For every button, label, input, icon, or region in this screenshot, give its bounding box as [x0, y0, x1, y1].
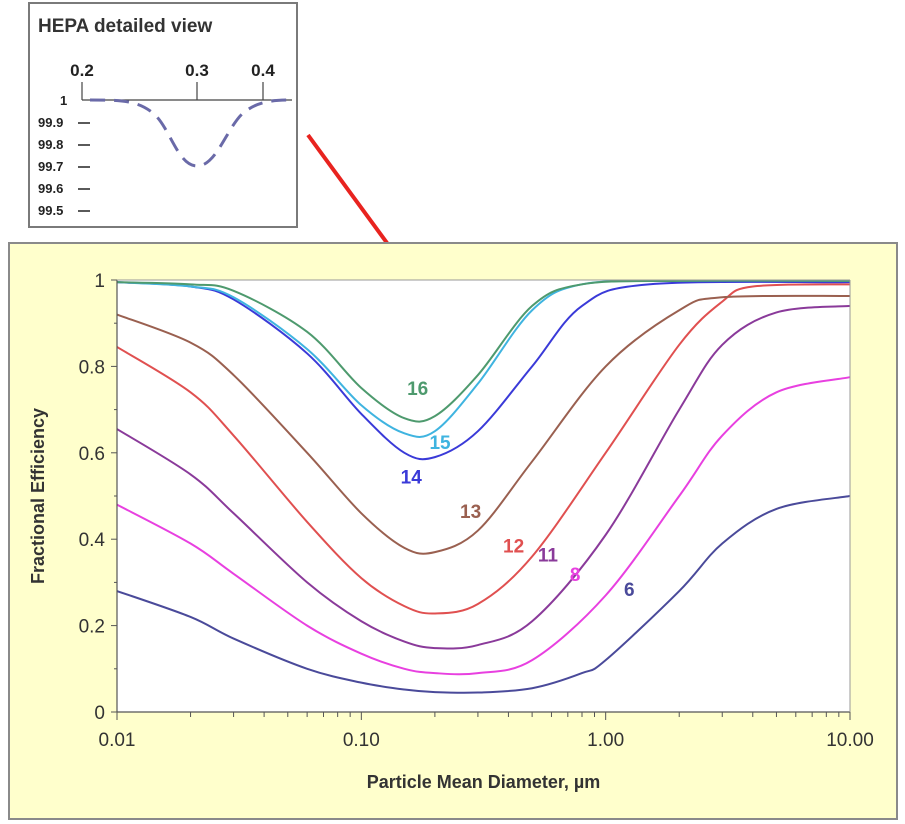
fractional-efficiency-chart: 0.01 0.10 1.00 10.00 0 0.2 0.4 0.6 0.8 1 16 15 14 13… — [28, 271, 874, 792]
series-label-11: 11 — [538, 545, 559, 566]
series-label-13: 13 — [460, 502, 481, 523]
series-line-14 — [116, 280, 851, 461]
inset-x-tick-label: 0.3 — [185, 61, 209, 80]
inset-hepa-curve — [89, 98, 293, 168]
series-line-12 — [116, 283, 851, 615]
series-line-16 — [116, 279, 851, 423]
inset-title: HEPA detailed view — [38, 16, 212, 37]
x-axis-label: Particle Mean Diameter, µm — [367, 772, 600, 792]
y-tick-label: 0.6 — [79, 444, 105, 465]
y-tick-label: 0.2 — [79, 617, 105, 638]
hepa-inset-panel: HEPA detailed view 0.2 0.3 0.4 1 99.9 99… — [28, 2, 298, 228]
y-axis-label: Fractional Efficiency — [28, 408, 48, 584]
inset-x-tick-label: 0.4 — [251, 61, 275, 80]
y-tick-label: 1 — [94, 271, 105, 292]
series-line-11 — [116, 304, 851, 650]
y-tick-label: 0.8 — [79, 357, 105, 378]
series-line-6 — [116, 495, 851, 694]
series-label-15: 15 — [429, 433, 451, 454]
axes: 0.01 0.10 1.00 10.00 0 0.2 0.4 0.6 0.8 1 — [79, 271, 874, 751]
inset-y-tick-label: 99.9 — [38, 115, 63, 130]
series-lines — [116, 279, 851, 694]
series-labels: 16 15 14 13 12 11 8 6 — [401, 379, 635, 601]
plot-area — [117, 280, 850, 712]
inset-y-tick-label: 1 — [60, 93, 67, 108]
x-tick-label: 10.00 — [826, 730, 874, 751]
inset-y-tick-label: 99.6 — [38, 181, 63, 196]
inset-y-tick-label: 99.5 — [38, 203, 63, 218]
x-tick-label: 0.01 — [99, 730, 136, 751]
series-label-16: 16 — [407, 379, 428, 400]
y-tick-label: 0.4 — [79, 530, 106, 551]
hepa-inset-chart: HEPA detailed view 0.2 0.3 0.4 1 99.9 99… — [38, 16, 293, 218]
inset-x-tick-label: 0.2 — [70, 61, 94, 80]
series-label-6: 6 — [624, 580, 635, 601]
main-chart-panel: 0.01 0.10 1.00 10.00 0 0.2 0.4 0.6 0.8 1 16 15 14 13… — [8, 242, 898, 820]
x-tick-label: 0.10 — [343, 730, 380, 751]
series-label-12: 12 — [503, 537, 524, 558]
series-line-13 — [116, 294, 851, 555]
x-tick-label: 1.00 — [587, 730, 624, 751]
inset-y-tick-label: 99.7 — [38, 159, 63, 174]
series-line-8 — [116, 376, 851, 676]
series-label-8: 8 — [570, 565, 581, 586]
y-tick-label: 0 — [94, 703, 105, 724]
inset-y-tick-label: 99.8 — [38, 137, 63, 152]
series-label-14: 14 — [401, 468, 423, 489]
arrow-shaft — [306, 133, 400, 260]
